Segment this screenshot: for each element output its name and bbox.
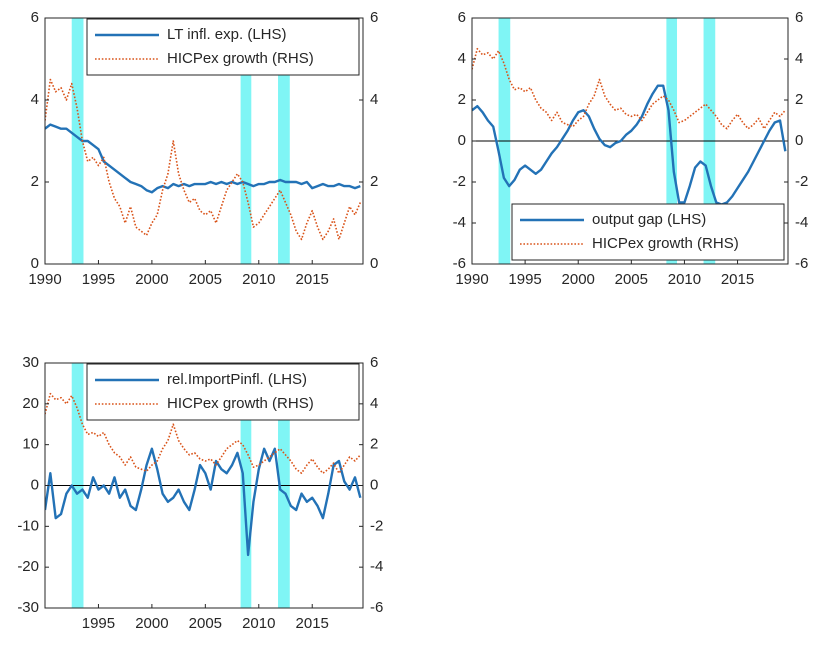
x-tick-label: 2000 [562,271,595,288]
legend: output gap (LHS) HICPex growth (RHS) [511,203,785,261]
legend-label: output gap (LHS) [592,211,706,228]
y-tick-label: 2 [31,173,39,190]
x-tick-label: 2010 [242,271,275,288]
axes-box [44,17,364,265]
x-tick-label: 2000 [135,271,168,288]
x-tick-label: 2000 [135,615,168,632]
x-tick-label: 2010 [242,615,275,632]
y2-tick-label: 2 [370,436,378,453]
shaded-region [240,18,252,264]
x-tick-label: 2015 [296,615,329,632]
y-tick-label: -6 [453,255,466,272]
y-tick-label: 0 [31,476,39,493]
legend-box [86,18,360,76]
subplot: 1995 2000 2005 2010 2015-30-20-100102030-6-4… [17,354,383,632]
legend-box [511,203,785,261]
legend-label: LT infl. exp. (LHS) [167,26,287,43]
y-tick-label: 6 [31,9,39,26]
x-tick-label: 1995 [82,615,115,632]
y2-tick-label: 4 [370,91,378,108]
y-tick-label: 0 [458,132,466,149]
series-line [45,78,362,241]
x-tick-label: 1990 [28,271,61,288]
legend: rel.ImportPinfl. (LHS) HICPex growth (RHS… [86,363,360,421]
series-line [45,123,361,194]
y2-tick-label: 6 [370,9,378,26]
y2-tick-label: 0 [795,132,803,149]
x-tick-label: 1995 [508,271,541,288]
y-tick-label: 20 [22,395,39,412]
y-tick-label: -10 [17,517,39,534]
x-tick-label: 1990 [455,271,488,288]
series-line [472,47,786,130]
y2-tick-label: -6 [370,599,383,616]
y-tick-label: 2 [458,91,466,108]
y2-tick-label: -6 [795,255,808,272]
x-tick-label: 2005 [189,271,222,288]
x-tick-label: 2005 [189,615,222,632]
x-tick-label: 2005 [615,271,648,288]
y2-tick-label: 0 [370,476,378,493]
x-tick-label: 2015 [721,271,754,288]
y-tick-label: 10 [22,436,39,453]
y-tick-label: 0 [31,255,39,272]
y2-tick-label: 4 [795,50,803,67]
y-tick-label: 4 [458,50,466,67]
y-tick-label: -20 [17,558,39,575]
y2-tick-label: -4 [795,214,808,231]
subplot: 1990 1995 2000 2005 2010 2015 0 2 4 6 0 2 4 6 LT infl.… [28,9,378,288]
y-tick-label: -2 [453,173,466,190]
y2-tick-label: 2 [370,173,378,190]
legend-label: rel.ImportPinfl. (LHS) [167,371,307,388]
x-tick-label: 1995 [82,271,115,288]
shaded-region [278,18,290,264]
series-line [472,84,787,206]
y2-tick-label: 6 [795,9,803,26]
y2-tick-label: -2 [795,173,808,190]
y-tick-label: 6 [458,9,466,26]
y2-tick-label: -4 [370,558,383,575]
y2-tick-label: -2 [370,517,383,534]
series-line [45,447,362,557]
y-tick-label: -30 [17,599,39,616]
series-line [45,392,361,475]
y-tick-label: 30 [22,354,39,371]
legend-box [86,363,360,421]
legend: LT infl. exp. (LHS) HICPex growth (RHS) [86,18,360,76]
y2-tick-label: 6 [370,354,378,371]
legend-label: HICPex growth (RHS) [167,50,314,67]
subplot: 1990 1995 2000 2005 2010 2015 -6 -4 -2 0 2 4 6 -6 -4 -2… [453,9,809,288]
legend-label: HICPex growth (RHS) [167,395,314,412]
y-tick-label: 4 [31,91,39,108]
y2-tick-label: 2 [795,91,803,108]
y-tick-label: -4 [453,214,466,231]
x-tick-label: 2010 [668,271,701,288]
shaded-region [71,18,84,264]
legend-label: HICPex growth (RHS) [592,235,739,252]
y2-tick-label: 0 [370,255,378,272]
x-tick-label: 2015 [296,271,329,288]
y2-tick-label: 4 [370,395,378,412]
